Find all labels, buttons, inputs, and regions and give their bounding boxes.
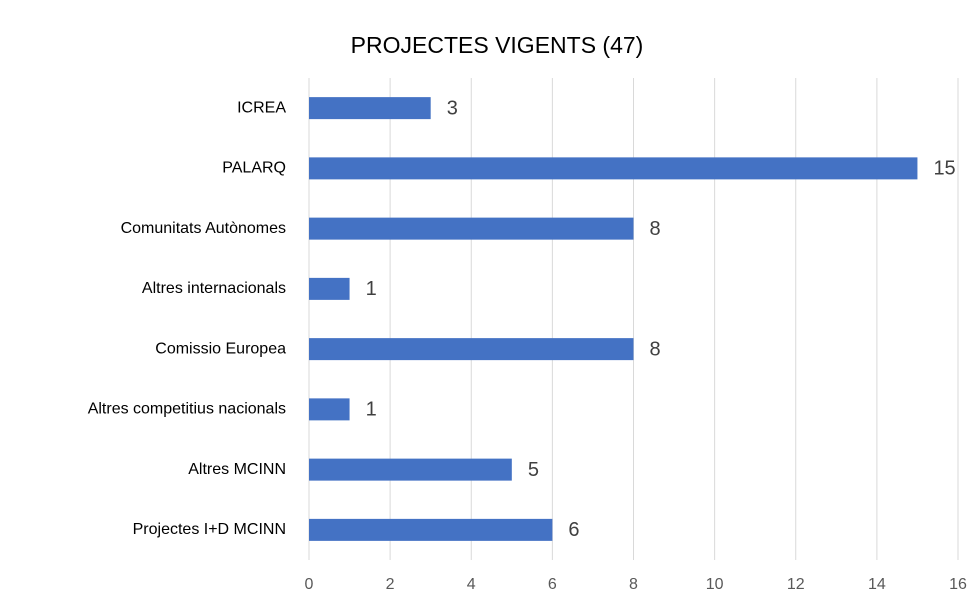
- data-label: 5: [528, 459, 539, 481]
- data-label: 8: [650, 338, 661, 360]
- x-tick-label: 6: [548, 576, 557, 593]
- x-tick-label: 8: [629, 576, 638, 593]
- x-tick-label: 10: [706, 576, 724, 593]
- y-tick-label: ICREA: [237, 99, 286, 116]
- bar: [309, 277, 350, 300]
- bar: [309, 217, 634, 240]
- y-tick-label: Altres competitius nacionals: [88, 401, 286, 418]
- data-label: 1: [366, 399, 377, 421]
- bar: [309, 338, 634, 361]
- y-tick-label: Comissio Europea: [155, 340, 286, 357]
- bar: [309, 398, 350, 421]
- y-tick-label: PALARQ: [222, 160, 286, 177]
- chart-title: PROJECTES VIGENTS (47): [351, 32, 644, 58]
- x-tick-label: 14: [868, 576, 886, 593]
- bar: [309, 157, 918, 180]
- x-tick-label: 12: [787, 576, 805, 593]
- data-label: 15: [933, 158, 955, 180]
- bar: [309, 97, 431, 120]
- x-tick-label: 4: [467, 576, 476, 593]
- x-tick-label: 2: [386, 576, 395, 593]
- x-tick-label: 0: [305, 576, 314, 593]
- data-label: 3: [447, 97, 458, 119]
- data-label: 6: [568, 519, 579, 541]
- data-label: 8: [650, 218, 661, 240]
- y-tick-label: Comunitats Autònomes: [121, 220, 286, 237]
- bar: [309, 458, 512, 481]
- data-label: 1: [366, 278, 377, 300]
- y-tick-label: Projectes I+D MCINN: [133, 521, 286, 538]
- bar: [309, 518, 553, 541]
- y-tick-label: Altres MCINN: [188, 461, 286, 478]
- y-tick-label: Altres internacionals: [142, 280, 286, 297]
- x-tick-label: 16: [949, 576, 967, 593]
